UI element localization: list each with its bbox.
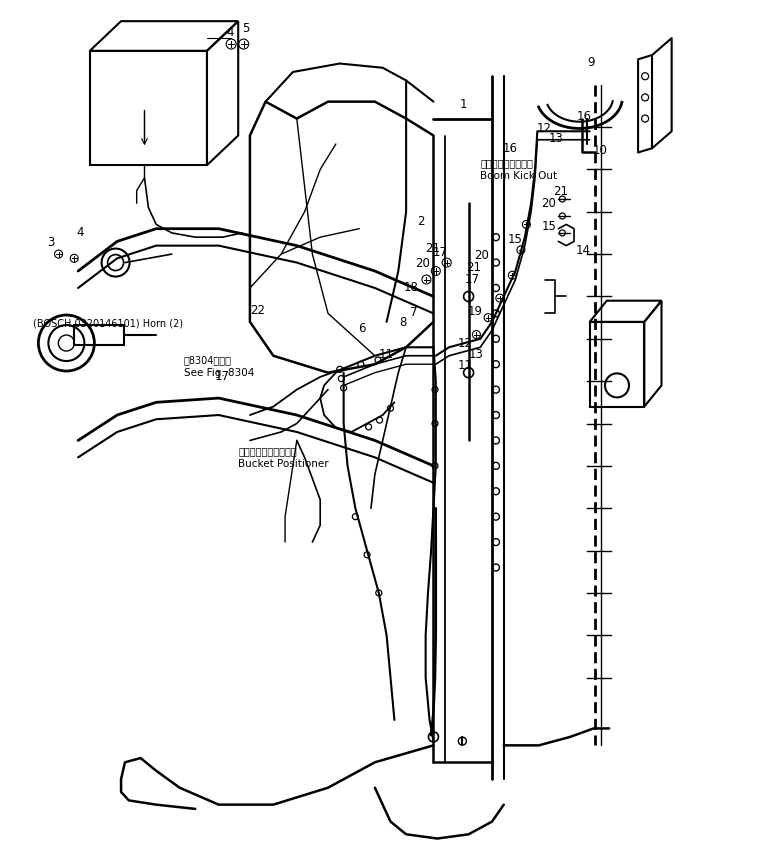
Text: 5: 5 xyxy=(242,22,250,36)
Text: ブームキックアウト: ブームキックアウト xyxy=(480,158,533,169)
Text: 6: 6 xyxy=(358,322,366,335)
Text: 20: 20 xyxy=(415,257,430,270)
Text: Boom Kick Out: Boom Kick Out xyxy=(480,171,558,181)
Text: 16: 16 xyxy=(576,110,592,124)
Text: (BOSCH 0320146101) Horn (2): (BOSCH 0320146101) Horn (2) xyxy=(33,318,183,329)
Text: See Fig. 8304: See Fig. 8304 xyxy=(184,368,254,378)
Text: 22: 22 xyxy=(250,304,266,318)
Text: 17: 17 xyxy=(465,273,480,286)
Text: 7: 7 xyxy=(410,306,418,319)
Text: 11: 11 xyxy=(458,359,473,373)
Text: 15: 15 xyxy=(508,233,523,246)
Text: 20: 20 xyxy=(541,197,557,210)
Text: 9: 9 xyxy=(587,56,595,69)
Text: 17: 17 xyxy=(432,246,448,259)
Text: 19: 19 xyxy=(467,305,483,318)
Text: 2: 2 xyxy=(417,215,425,229)
Text: 21: 21 xyxy=(425,241,440,255)
Text: 17: 17 xyxy=(215,370,230,384)
Text: 13: 13 xyxy=(548,131,564,145)
Text: 14: 14 xyxy=(576,244,591,257)
Text: 4: 4 xyxy=(226,25,234,39)
Text: 12: 12 xyxy=(537,122,552,136)
Text: バケットポジッショナ: バケットポジッショナ xyxy=(238,446,297,457)
Text: 21: 21 xyxy=(553,185,569,198)
Text: 10: 10 xyxy=(592,144,608,158)
Text: 21: 21 xyxy=(466,261,482,274)
Text: 15: 15 xyxy=(541,220,557,234)
Text: 16: 16 xyxy=(502,141,518,155)
Text: 4: 4 xyxy=(76,226,84,240)
Text: 18: 18 xyxy=(403,280,419,294)
Text: 3: 3 xyxy=(47,235,55,249)
Text: Bucket Positioner: Bucket Positioner xyxy=(238,459,329,469)
Text: 11: 11 xyxy=(378,347,394,361)
Text: 前8304図参照: 前8304図参照 xyxy=(184,355,231,365)
Text: 20: 20 xyxy=(474,249,490,263)
Bar xyxy=(74,324,124,345)
Text: 8: 8 xyxy=(399,316,407,329)
Text: 12: 12 xyxy=(458,336,473,350)
Text: 13: 13 xyxy=(469,347,484,361)
Text: 1: 1 xyxy=(459,97,467,111)
